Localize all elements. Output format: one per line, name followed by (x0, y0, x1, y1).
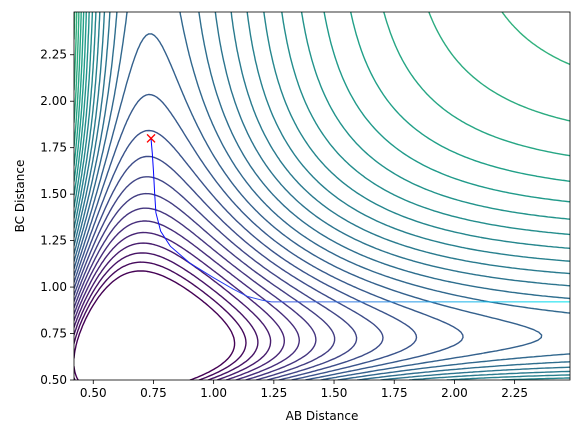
x-tick-label: 1.00 (200, 386, 227, 400)
contour-level (74, 12, 570, 182)
contour-level (74, 93, 464, 380)
y-axis-ticks: 0.50 0.75 1.00 1.25 1.50 1.75 2.00 2.25 (40, 48, 74, 387)
contour-level (74, 155, 384, 380)
contour-level (74, 33, 543, 380)
contour-level (74, 270, 236, 380)
y-tick-label: 1.75 (40, 141, 67, 155)
x-axis-label: AB Distance (286, 409, 359, 423)
y-tick-label: 0.75 (40, 327, 67, 341)
trajectory-line (150, 138, 570, 303)
y-tick-label: 1.00 (40, 280, 67, 294)
start-marker (146, 133, 156, 143)
contour-level (74, 12, 570, 380)
contour-level (74, 12, 570, 380)
y-axis-label: BC Distance (13, 160, 27, 233)
contour-level (74, 12, 570, 203)
x-tick-label: 1.25 (260, 386, 287, 400)
x-tick-label: 1.75 (381, 386, 408, 400)
contour-level (74, 12, 570, 220)
contour-level (74, 12, 570, 380)
contour-level (74, 12, 570, 123)
x-tick-label: 0.50 (80, 386, 107, 400)
contour-level (74, 207, 317, 380)
x-axis-ticks: 0.50 0.75 1.00 1.25 1.50 1.75 2.00 2.25 (80, 380, 528, 400)
x-tick-label: 0.75 (140, 386, 167, 400)
contour-level (74, 12, 570, 380)
contour-level (74, 261, 247, 380)
contour-level (74, 192, 336, 380)
contour-level (74, 12, 570, 380)
y-tick-label: 0.50 (40, 373, 67, 387)
contour-lines (74, 12, 570, 380)
contour-level (74, 12, 570, 380)
contour-level (74, 12, 570, 236)
y-tick-label: 2.00 (40, 94, 67, 108)
start-marker-stroke (146, 133, 156, 143)
contour-level (74, 12, 570, 91)
contour-level (74, 242, 272, 380)
x-tick-label: 2.25 (501, 386, 528, 400)
y-tick-label: 1.50 (40, 187, 67, 201)
y-tick-label: 1.25 (40, 234, 67, 248)
plot-frame (73, 11, 571, 381)
x-tick-label: 2.00 (441, 386, 468, 400)
contour-level (74, 129, 418, 380)
x-tick-label: 1.50 (321, 386, 348, 400)
contour-level (74, 231, 285, 380)
y-tick-label: 2.25 (40, 48, 67, 62)
